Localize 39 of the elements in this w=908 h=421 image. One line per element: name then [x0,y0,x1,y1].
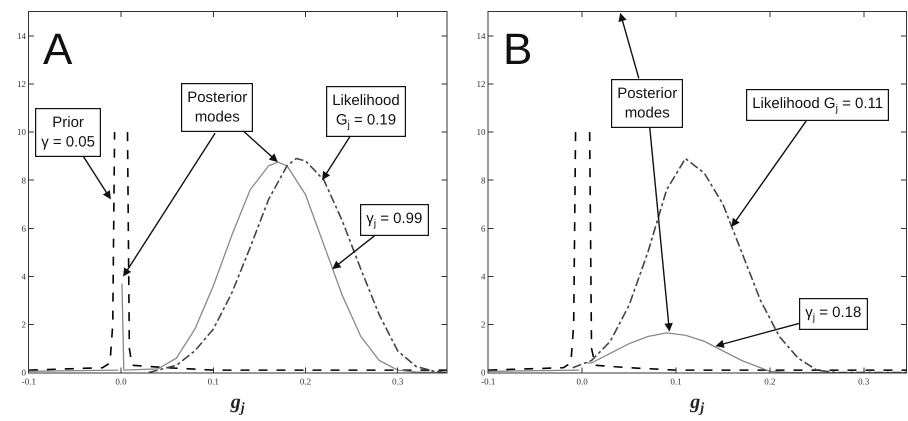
y-tick-label: 8 [480,175,486,186]
x-tick-label: 0.2 [300,376,312,386]
annotation: γ$_{j}$ = 0.18 [805,304,862,324]
x-tick-label: 0.0 [576,376,588,386]
x-axis-title: g$_{j}$ [230,390,245,416]
chart-title: B [503,25,532,74]
y-tick-label: 6 [480,223,486,234]
annotation: Posterior modes [187,89,248,126]
x-tick-label: 0.2 [764,376,776,386]
x-tick-label: 0.1 [208,376,219,386]
line-series [148,158,447,373]
x-tick-label: 0.3 [858,376,870,386]
x-tick-label: -0.1 [22,376,36,386]
x-tick-label: -0.1 [481,376,496,386]
y-tick-label: 2 [22,320,26,330]
y-tick-label: 2 [480,320,486,330]
y-tick-label: 8 [22,175,27,186]
y-tick-label: 10 [476,127,486,138]
annotation: Posterior modes [617,85,678,122]
annotation: γ$_{j}$ = 0.99 [366,210,422,230]
y-tick-label: 14 [17,31,27,42]
annotation: Prior γ = 0.05 [41,114,95,151]
y-tick-label: 10 [17,127,27,138]
x-tick-label: 0.1 [670,376,682,386]
y-tick-label: 12 [17,79,26,90]
line-series [572,158,906,373]
x-tick-label: 0.3 [392,376,404,386]
y-tick-label: 4 [480,271,486,282]
annotation: Likelihood G$_{j}$ = 0.19 [332,92,400,131]
x-tick-label: 0.0 [115,376,128,386]
annotation: Likelihood G$_{j}$ = 0.11 [752,95,884,114]
x-axis-title: g$_{j}$ [689,390,704,416]
y-tick-label: 4 [22,271,27,282]
y-tick-label: 12 [476,79,486,90]
y-tick-label: 0 [480,368,486,378]
y-tick-label: 0 [22,368,27,378]
y-tick-label: 14 [476,31,486,42]
y-tick-label: 6 [22,223,27,234]
chart-title: A [43,25,73,74]
